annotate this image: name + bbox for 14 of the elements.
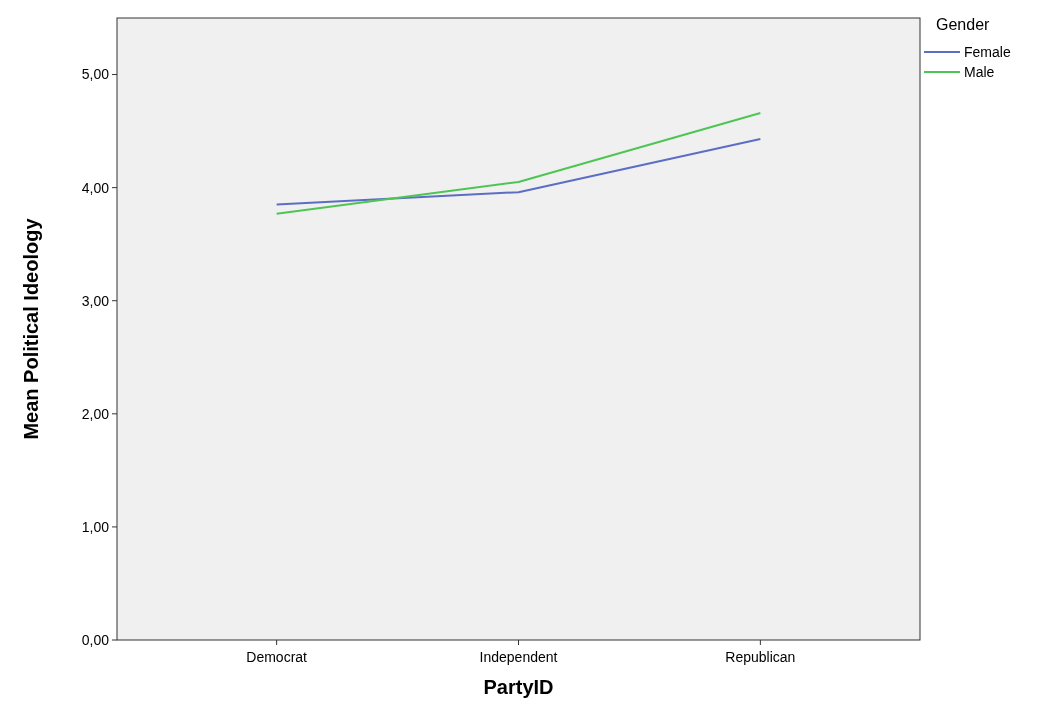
y-tick-label: 5,00 (81, 66, 110, 83)
y-tick-label: 2,00 (81, 405, 110, 422)
x-tick-label: Democrat (246, 649, 308, 665)
y-tick-label: 4,00 (81, 179, 110, 196)
legend-title: Gender (936, 16, 991, 33)
legend-label: Male (964, 63, 995, 80)
legend-label: Female (964, 43, 1011, 60)
y-tick-label: 3,00 (81, 292, 110, 309)
y-tick-label: 1,00 (81, 518, 110, 535)
y-tick-label: 0,00 (81, 631, 110, 648)
x-axis-title: PartyID (483, 676, 554, 698)
x-tick-label: Republican (725, 649, 796, 665)
x-tick-label: Independent (479, 649, 558, 665)
y-axis-title: Mean Political Ideology (20, 217, 42, 440)
